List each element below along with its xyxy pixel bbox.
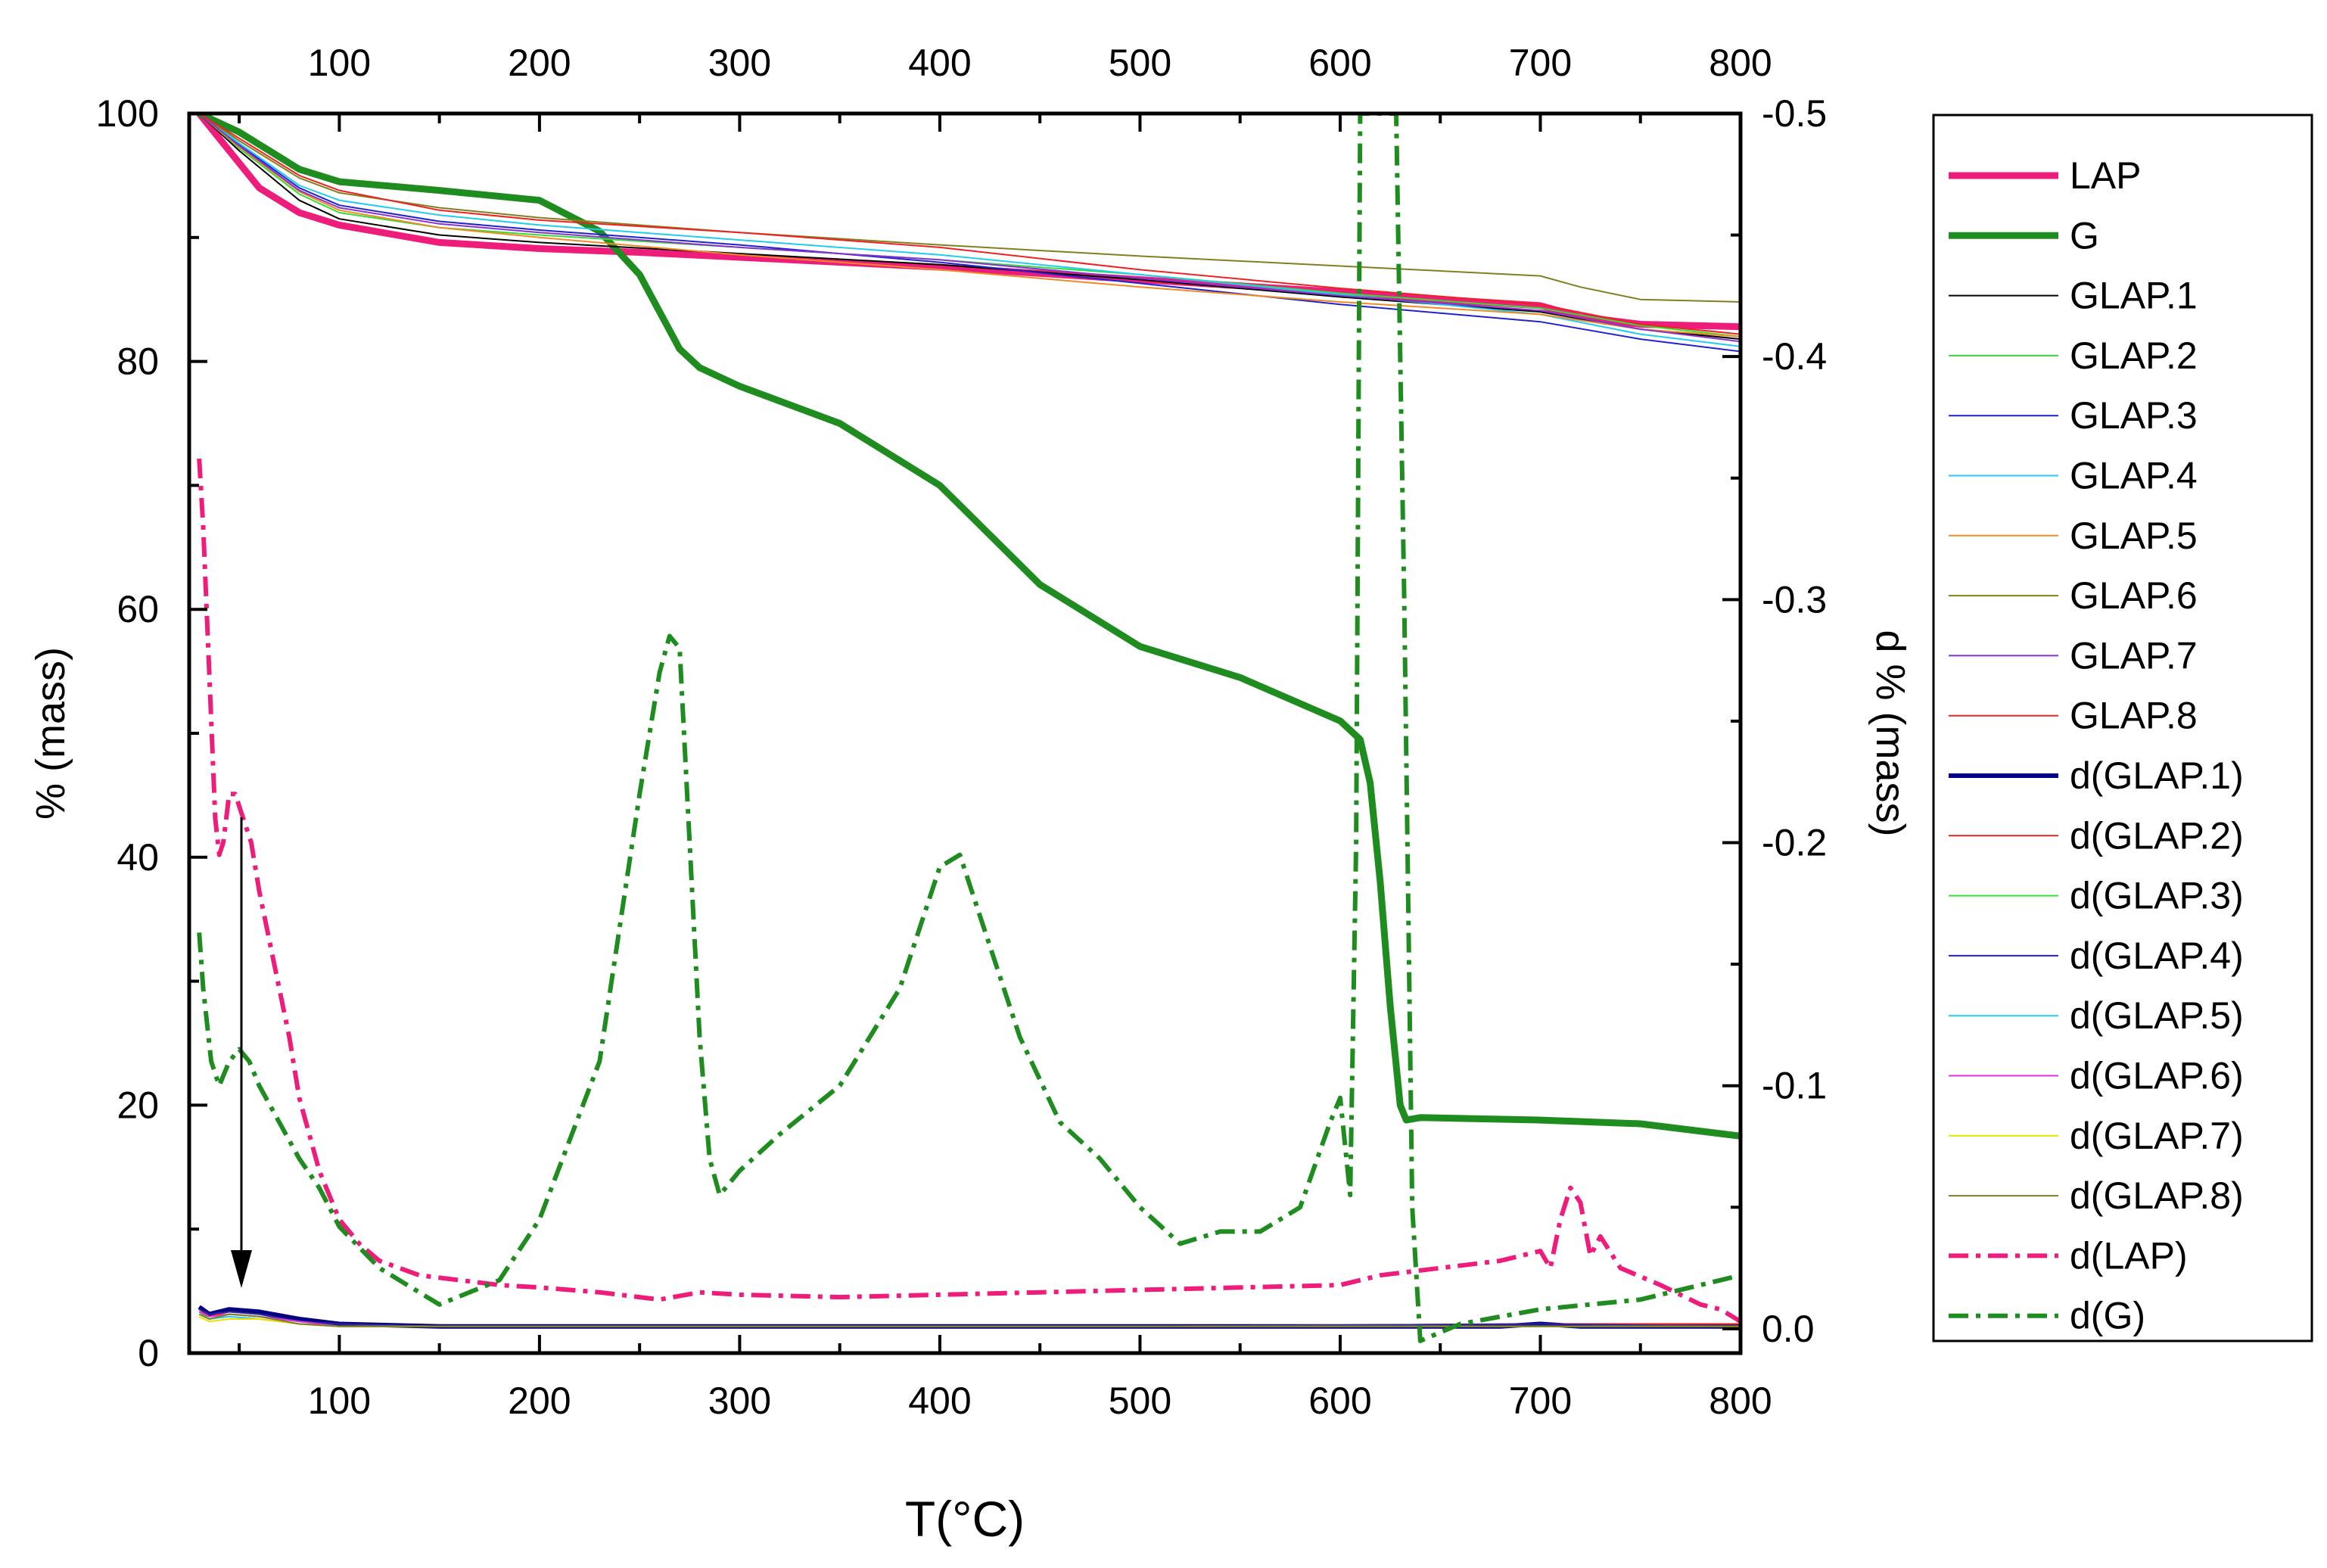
y-left-tick-label: 100 [96, 92, 159, 135]
legend: LAP G GLAP.1 GLAP.2 GLAP.3 GLAP.4 GLAP.5 GLAP.6… [1949, 154, 2244, 1337]
y-right-tick-label: -0.1 [1762, 1065, 1827, 1107]
x-tick-label-top: 200 [508, 42, 571, 84]
y-left-tick-label: 40 [117, 836, 159, 879]
series-line-glap-1 [198, 114, 1741, 341]
series-line-d-g- [197, 114, 1741, 1343]
x-tick-label-bottom: 300 [708, 1380, 771, 1422]
series-line-d-lap- [197, 458, 1741, 1324]
legend-label: G [2070, 214, 2099, 257]
legend-label: GLAP.8 [2070, 695, 2198, 737]
x-tick-label-top: 300 [708, 42, 771, 84]
x-tick-label-top: 100 [308, 42, 371, 84]
y-right-tick-label: 0.0 [1762, 1308, 1815, 1350]
x-tick-label-bottom: 800 [1709, 1380, 1772, 1422]
legend-label: d(GLAP.2) [2070, 814, 2244, 857]
legend-label: d(GLAP.6) [2070, 1055, 2244, 1097]
series-line-glap-4 [198, 114, 1741, 347]
x-tick-label-top: 600 [1308, 42, 1371, 84]
y-axis-right-label: d % (mass) [1868, 630, 1913, 836]
x-axis-label: T(°C) [905, 1491, 1025, 1547]
x-tick-label-bottom: 500 [1109, 1380, 1171, 1422]
legend-label: d(GLAP.1) [2070, 754, 2244, 797]
x-tick-label-top: 400 [908, 42, 971, 84]
legend-label: GLAP.7 [2070, 634, 2198, 677]
series-line-d-glap-8- [198, 1313, 1741, 1327]
legend-label: d(G) [2070, 1295, 2145, 1337]
legend-label: GLAP.5 [2070, 515, 2198, 557]
series-line-lap [196, 114, 1741, 331]
legend-label: d(GLAP.7) [2070, 1115, 2244, 1157]
legend-label: d(GLAP.3) [2070, 875, 2244, 917]
y-right-tick-label: -0.3 [1762, 578, 1827, 621]
legend-label: GLAP.6 [2070, 574, 2198, 617]
legend-label: d(GLAP.4) [2070, 935, 2244, 977]
legend-label: GLAP.3 [2070, 394, 2198, 437]
legend-label: LAP [2070, 154, 2142, 197]
y-left-tick-label: 20 [117, 1084, 159, 1126]
legend-label: d(LAP) [2070, 1234, 2188, 1277]
series-line-glap-7 [198, 114, 1741, 343]
series-line-glap-3 [198, 114, 1741, 353]
legend-label: d(GLAP.5) [2070, 994, 2244, 1037]
x-tick-label-bottom: 100 [308, 1380, 371, 1422]
legend-label: GLAP.1 [2070, 275, 2198, 317]
y-left-tick-label: 60 [117, 588, 159, 630]
x-tick-label-bottom: 400 [908, 1380, 971, 1422]
y-right-tick-label: -0.4 [1762, 335, 1827, 378]
legend-box [1932, 114, 2313, 1342]
series-line-d-glap-4- [198, 1308, 1741, 1327]
x-tick-label-bottom: 600 [1308, 1380, 1371, 1422]
y-right-tick-label: -0.2 [1762, 822, 1827, 864]
annotation-arrow [231, 817, 252, 1288]
y-right-tick-label: -0.5 [1762, 92, 1827, 135]
plot-frame [187, 111, 1743, 1355]
legend-label: GLAP.4 [2070, 455, 2198, 497]
series-line-glap-5 [198, 114, 1741, 338]
series-line-glap-8 [198, 114, 1741, 335]
series-line-glap-6 [198, 114, 1741, 303]
y-left-tick-label: 80 [117, 341, 159, 383]
y-axis-left-label: % (mass) [28, 647, 73, 820]
x-tick-label-bottom: 700 [1509, 1380, 1572, 1422]
x-tick-label-top: 700 [1509, 42, 1572, 84]
x-tick-label-bottom: 200 [508, 1380, 571, 1422]
series-line-g [198, 114, 1741, 1140]
x-tick-label-top: 800 [1709, 42, 1772, 84]
x-tick-label-top: 500 [1109, 42, 1171, 84]
legend-label: d(GLAP.8) [2070, 1174, 2244, 1217]
y-left-tick-label: 0 [138, 1332, 159, 1374]
legend-label: GLAP.2 [2070, 334, 2198, 377]
